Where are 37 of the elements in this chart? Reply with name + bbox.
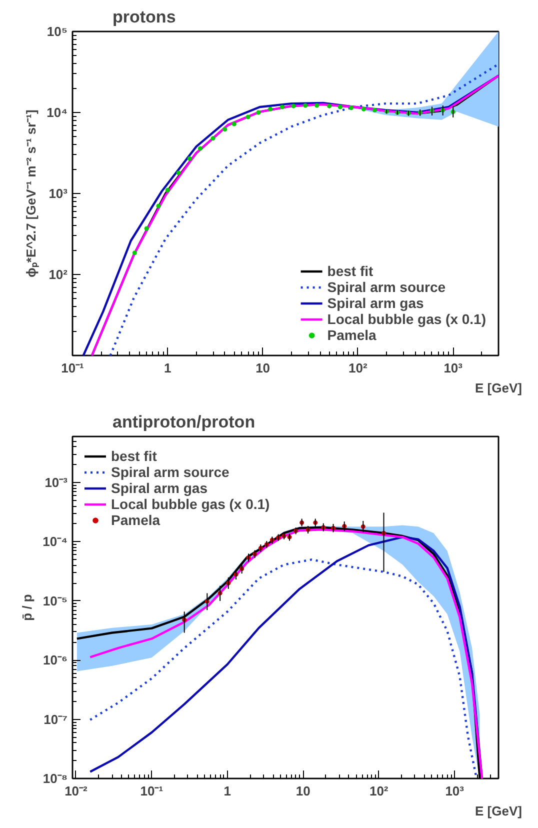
legend-label: Local bubble gas (x 0.1) <box>327 311 486 327</box>
y-tick-label: 10⁻⁸ <box>42 771 68 786</box>
legend-label: Pamela <box>111 512 160 528</box>
x-tick-label: 10⁻¹ <box>140 784 164 798</box>
y-tick-label: 10⁻⁴ <box>42 534 68 550</box>
x-axis-title: E [GeV] <box>475 804 522 818</box>
x-tick-label: 1 <box>164 360 172 376</box>
x-tick-label: 10³ <box>445 784 465 798</box>
y-tick-label: 10⁻³ <box>44 475 68 490</box>
legend-label: Pamela <box>327 327 376 343</box>
legend-label: best fit <box>327 263 374 279</box>
y-axis-title: p̄ / p <box>20 594 35 621</box>
x-tick-label: 1 <box>224 784 232 798</box>
x-tick-label: 10² <box>348 360 368 376</box>
legend-label: Spiral arm source <box>111 464 230 480</box>
x-tick-label: 10² <box>369 784 389 798</box>
legend-label: Spiral arm gas <box>111 480 208 496</box>
x-tick-label: 10³ <box>444 360 464 376</box>
y-tick-label: 10⁻⁷ <box>44 712 68 727</box>
y-tick-label: 10² <box>48 267 68 282</box>
y-tick-label: 10³ <box>48 186 68 201</box>
y-axis-title: ϕₚ*E^2.7 [GeV⁻¹ m⁻² s⁻¹ sr⁻¹] <box>24 110 40 278</box>
legend-label: best fit <box>111 448 157 464</box>
x-tick-label: 10 <box>256 360 270 376</box>
x-tick-label: 10⁻¹ <box>61 360 84 376</box>
y-tick-label: 10⁻⁵ <box>42 593 68 608</box>
legend-label: Spiral arm gas <box>327 295 424 311</box>
legend-label: Spiral arm source <box>327 279 446 295</box>
x-tick-label: 10⁻² <box>64 784 88 798</box>
chart-title: protons <box>112 8 176 26</box>
legend-label: Local bubble gas (x 0.1) <box>111 496 270 512</box>
x-tick-label: 10 <box>296 784 310 798</box>
chart-title: antiproton/proton <box>112 412 256 432</box>
x-axis-title: E [GeV] <box>475 380 522 396</box>
y-tick-label: 10⁻⁶ <box>43 652 68 668</box>
y-tick-label: 10⁵ <box>46 24 68 39</box>
y-tick-label: 10⁴ <box>46 105 68 120</box>
